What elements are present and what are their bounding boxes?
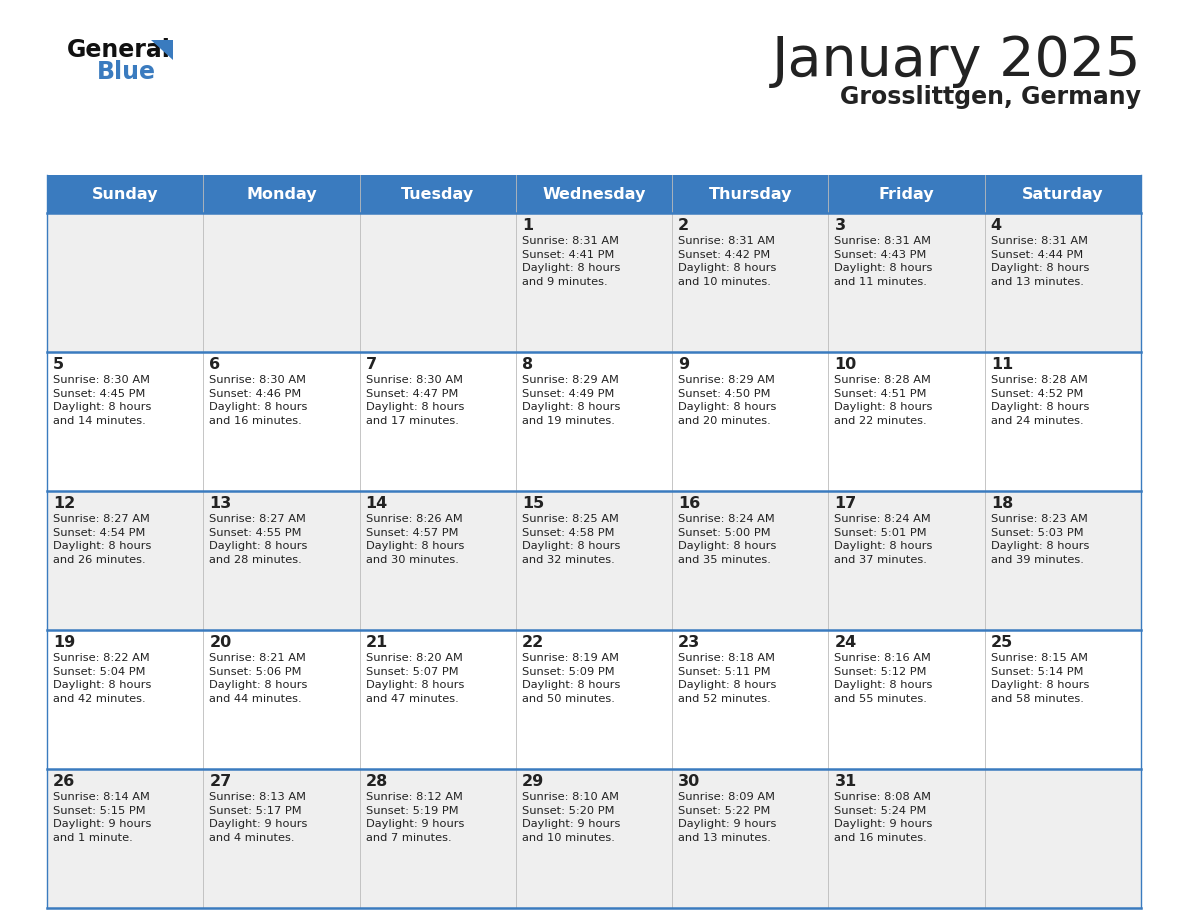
Text: Sunday: Sunday [91, 186, 158, 201]
Text: 3: 3 [834, 218, 846, 233]
Text: 10: 10 [834, 357, 857, 372]
Text: Sunrise: 8:20 AM
Sunset: 5:07 PM
Daylight: 8 hours
and 47 minutes.: Sunrise: 8:20 AM Sunset: 5:07 PM Dayligh… [366, 653, 465, 704]
Text: Grosslittgen, Germany: Grosslittgen, Germany [840, 85, 1140, 109]
Bar [48, 213, 1140, 352]
Bar [48, 175, 203, 213]
Text: Sunrise: 8:21 AM
Sunset: 5:06 PM
Daylight: 8 hours
and 44 minutes.: Sunrise: 8:21 AM Sunset: 5:06 PM Dayligh… [209, 653, 308, 704]
Text: Sunrise: 8:30 AM
Sunset: 4:45 PM
Daylight: 8 hours
and 14 minutes.: Sunrise: 8:30 AM Sunset: 4:45 PM Dayligh… [53, 375, 151, 426]
Text: 4: 4 [991, 218, 1001, 233]
Text: 20: 20 [209, 635, 232, 650]
Text: Sunrise: 8:29 AM
Sunset: 4:50 PM
Daylight: 8 hours
and 20 minutes.: Sunrise: 8:29 AM Sunset: 4:50 PM Dayligh… [678, 375, 777, 426]
Text: Sunrise: 8:30 AM
Sunset: 4:47 PM
Daylight: 8 hours
and 17 minutes.: Sunrise: 8:30 AM Sunset: 4:47 PM Dayligh… [366, 375, 465, 426]
Text: Sunrise: 8:19 AM
Sunset: 5:09 PM
Daylight: 8 hours
and 50 minutes.: Sunrise: 8:19 AM Sunset: 5:09 PM Dayligh… [522, 653, 620, 704]
Text: 8: 8 [522, 357, 533, 372]
Bar [48, 352, 1140, 491]
Text: 6: 6 [209, 357, 221, 372]
Text: 31: 31 [834, 774, 857, 789]
Text: 9: 9 [678, 357, 689, 372]
Text: 14: 14 [366, 496, 387, 511]
Text: 29: 29 [522, 774, 544, 789]
Text: Sunrise: 8:29 AM
Sunset: 4:49 PM
Daylight: 8 hours
and 19 minutes.: Sunrise: 8:29 AM Sunset: 4:49 PM Dayligh… [522, 375, 620, 426]
Text: Sunrise: 8:08 AM
Sunset: 5:24 PM
Daylight: 9 hours
and 16 minutes.: Sunrise: 8:08 AM Sunset: 5:24 PM Dayligh… [834, 792, 933, 843]
Text: 2: 2 [678, 218, 689, 233]
Text: Sunrise: 8:28 AM
Sunset: 4:52 PM
Daylight: 8 hours
and 24 minutes.: Sunrise: 8:28 AM Sunset: 4:52 PM Dayligh… [991, 375, 1089, 426]
Text: Sunrise: 8:25 AM
Sunset: 4:58 PM
Daylight: 8 hours
and 32 minutes.: Sunrise: 8:25 AM Sunset: 4:58 PM Dayligh… [522, 514, 620, 565]
Bar [48, 769, 1140, 908]
Text: Sunrise: 8:27 AM
Sunset: 4:54 PM
Daylight: 8 hours
and 26 minutes.: Sunrise: 8:27 AM Sunset: 4:54 PM Dayligh… [53, 514, 151, 565]
Text: Sunrise: 8:15 AM
Sunset: 5:14 PM
Daylight: 8 hours
and 58 minutes.: Sunrise: 8:15 AM Sunset: 5:14 PM Dayligh… [991, 653, 1089, 704]
Text: 1: 1 [522, 218, 533, 233]
Text: Sunrise: 8:31 AM
Sunset: 4:42 PM
Daylight: 8 hours
and 10 minutes.: Sunrise: 8:31 AM Sunset: 4:42 PM Dayligh… [678, 236, 777, 286]
Polygon shape [151, 40, 173, 60]
Text: Sunrise: 8:18 AM
Sunset: 5:11 PM
Daylight: 8 hours
and 52 minutes.: Sunrise: 8:18 AM Sunset: 5:11 PM Dayligh… [678, 653, 777, 704]
Text: Sunrise: 8:31 AM
Sunset: 4:43 PM
Daylight: 8 hours
and 11 minutes.: Sunrise: 8:31 AM Sunset: 4:43 PM Dayligh… [834, 236, 933, 286]
Text: Saturday: Saturday [1022, 186, 1104, 201]
Text: Thursday: Thursday [708, 186, 792, 201]
Text: Friday: Friday [879, 186, 935, 201]
Text: 25: 25 [991, 635, 1013, 650]
Text: Sunrise: 8:28 AM
Sunset: 4:51 PM
Daylight: 8 hours
and 22 minutes.: Sunrise: 8:28 AM Sunset: 4:51 PM Dayligh… [834, 375, 933, 426]
Text: January 2025: January 2025 [771, 34, 1140, 88]
Text: 17: 17 [834, 496, 857, 511]
Bar [672, 175, 828, 213]
Text: 11: 11 [991, 357, 1013, 372]
Text: 7: 7 [366, 357, 377, 372]
Text: 26: 26 [53, 774, 75, 789]
Text: Monday: Monday [246, 186, 317, 201]
Text: Sunrise: 8:23 AM
Sunset: 5:03 PM
Daylight: 8 hours
and 39 minutes.: Sunrise: 8:23 AM Sunset: 5:03 PM Dayligh… [991, 514, 1089, 565]
Text: 16: 16 [678, 496, 701, 511]
Text: 13: 13 [209, 496, 232, 511]
Text: 30: 30 [678, 774, 701, 789]
Text: Sunrise: 8:12 AM
Sunset: 5:19 PM
Daylight: 9 hours
and 7 minutes.: Sunrise: 8:12 AM Sunset: 5:19 PM Dayligh… [366, 792, 465, 843]
Text: Blue: Blue [97, 60, 156, 84]
Bar [48, 630, 1140, 769]
Text: Sunrise: 8:26 AM
Sunset: 4:57 PM
Daylight: 8 hours
and 30 minutes.: Sunrise: 8:26 AM Sunset: 4:57 PM Dayligh… [366, 514, 465, 565]
Text: Sunrise: 8:24 AM
Sunset: 5:01 PM
Daylight: 8 hours
and 37 minutes.: Sunrise: 8:24 AM Sunset: 5:01 PM Dayligh… [834, 514, 933, 565]
Text: 22: 22 [522, 635, 544, 650]
Text: Sunrise: 8:22 AM
Sunset: 5:04 PM
Daylight: 8 hours
and 42 minutes.: Sunrise: 8:22 AM Sunset: 5:04 PM Dayligh… [53, 653, 151, 704]
Bar [985, 175, 1140, 213]
Text: Tuesday: Tuesday [402, 186, 474, 201]
Bar [203, 175, 360, 213]
Text: Sunrise: 8:16 AM
Sunset: 5:12 PM
Daylight: 8 hours
and 55 minutes.: Sunrise: 8:16 AM Sunset: 5:12 PM Dayligh… [834, 653, 933, 704]
Text: Sunrise: 8:30 AM
Sunset: 4:46 PM
Daylight: 8 hours
and 16 minutes.: Sunrise: 8:30 AM Sunset: 4:46 PM Dayligh… [209, 375, 308, 426]
Text: Sunrise: 8:09 AM
Sunset: 5:22 PM
Daylight: 9 hours
and 13 minutes.: Sunrise: 8:09 AM Sunset: 5:22 PM Dayligh… [678, 792, 777, 843]
Text: 15: 15 [522, 496, 544, 511]
Text: 21: 21 [366, 635, 387, 650]
Text: 27: 27 [209, 774, 232, 789]
Text: 19: 19 [53, 635, 75, 650]
Text: 5: 5 [53, 357, 64, 372]
Text: Sunrise: 8:31 AM
Sunset: 4:41 PM
Daylight: 8 hours
and 9 minutes.: Sunrise: 8:31 AM Sunset: 4:41 PM Dayligh… [522, 236, 620, 286]
Text: 28: 28 [366, 774, 387, 789]
Text: Wednesday: Wednesday [542, 186, 646, 201]
Text: 18: 18 [991, 496, 1013, 511]
Bar [48, 491, 1140, 630]
Text: Sunrise: 8:27 AM
Sunset: 4:55 PM
Daylight: 8 hours
and 28 minutes.: Sunrise: 8:27 AM Sunset: 4:55 PM Dayligh… [209, 514, 308, 565]
Bar [828, 175, 985, 213]
Bar [516, 175, 672, 213]
Text: Sunrise: 8:31 AM
Sunset: 4:44 PM
Daylight: 8 hours
and 13 minutes.: Sunrise: 8:31 AM Sunset: 4:44 PM Dayligh… [991, 236, 1089, 286]
Text: Sunrise: 8:13 AM
Sunset: 5:17 PM
Daylight: 9 hours
and 4 minutes.: Sunrise: 8:13 AM Sunset: 5:17 PM Dayligh… [209, 792, 308, 843]
Text: 23: 23 [678, 635, 701, 650]
Text: Sunrise: 8:10 AM
Sunset: 5:20 PM
Daylight: 9 hours
and 10 minutes.: Sunrise: 8:10 AM Sunset: 5:20 PM Dayligh… [522, 792, 620, 843]
Text: Sunrise: 8:14 AM
Sunset: 5:15 PM
Daylight: 9 hours
and 1 minute.: Sunrise: 8:14 AM Sunset: 5:15 PM Dayligh… [53, 792, 151, 843]
Text: 12: 12 [53, 496, 75, 511]
Text: General: General [67, 38, 171, 62]
Bar [360, 175, 516, 213]
Text: Sunrise: 8:24 AM
Sunset: 5:00 PM
Daylight: 8 hours
and 35 minutes.: Sunrise: 8:24 AM Sunset: 5:00 PM Dayligh… [678, 514, 777, 565]
Text: 24: 24 [834, 635, 857, 650]
